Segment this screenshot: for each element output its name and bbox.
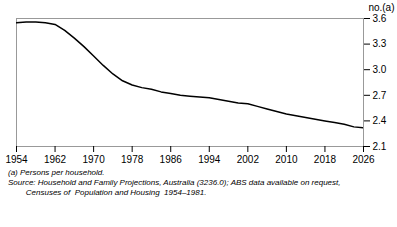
html-text:Censuses of Population and Hou: Censuses of Population and Housing 1954–… [8, 188, 207, 197]
svg-text:2002: 2002 [237, 154, 260, 165]
svg-text:no.(a): no.(a) [368, 2, 394, 13]
svg-text:2026: 2026 [352, 154, 375, 165]
svg-text:1978: 1978 [121, 154, 144, 165]
svg-text:2.7: 2.7 [373, 90, 387, 101]
svg-text:1962: 1962 [44, 154, 67, 165]
html-text:(a) Persons per household.: (a) Persons per household. [8, 168, 105, 177]
svg-text:3.3: 3.3 [373, 38, 387, 49]
html-text:Source: Household and Family P: Source: Household and Family Projections… [8, 178, 341, 187]
svg-text:2.1: 2.1 [373, 141, 387, 152]
svg-text:2018: 2018 [314, 154, 337, 165]
svg-text:3.0: 3.0 [373, 64, 387, 75]
svg-text:1994: 1994 [198, 154, 221, 165]
svg-text:3.6: 3.6 [373, 13, 387, 24]
svg-text:1970: 1970 [82, 154, 105, 165]
svg-text:1986: 1986 [160, 154, 183, 165]
svg-text:1954: 1954 [5, 154, 28, 165]
svg-text:2010: 2010 [275, 154, 298, 165]
svg-text:2.4: 2.4 [373, 115, 387, 126]
